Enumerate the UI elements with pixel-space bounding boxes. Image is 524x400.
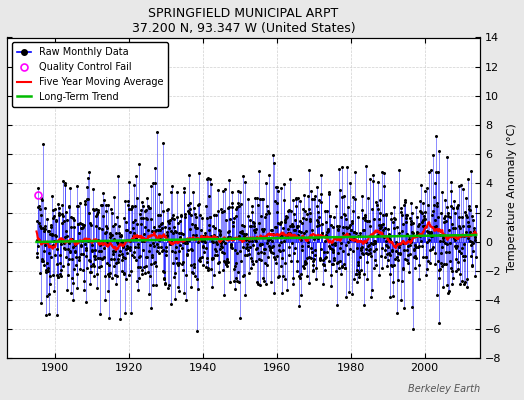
Title: SPRINGFIELD MUNICIPAL ARPT
37.200 N, 93.347 W (United States): SPRINGFIELD MUNICIPAL ARPT 37.200 N, 93.… bbox=[132, 7, 355, 35]
Y-axis label: Temperature Anomaly (°C): Temperature Anomaly (°C) bbox=[507, 124, 517, 272]
Text: Berkeley Earth: Berkeley Earth bbox=[408, 384, 480, 394]
Legend: Raw Monthly Data, Quality Control Fail, Five Year Moving Average, Long-Term Tren: Raw Monthly Data, Quality Control Fail, … bbox=[12, 42, 168, 107]
